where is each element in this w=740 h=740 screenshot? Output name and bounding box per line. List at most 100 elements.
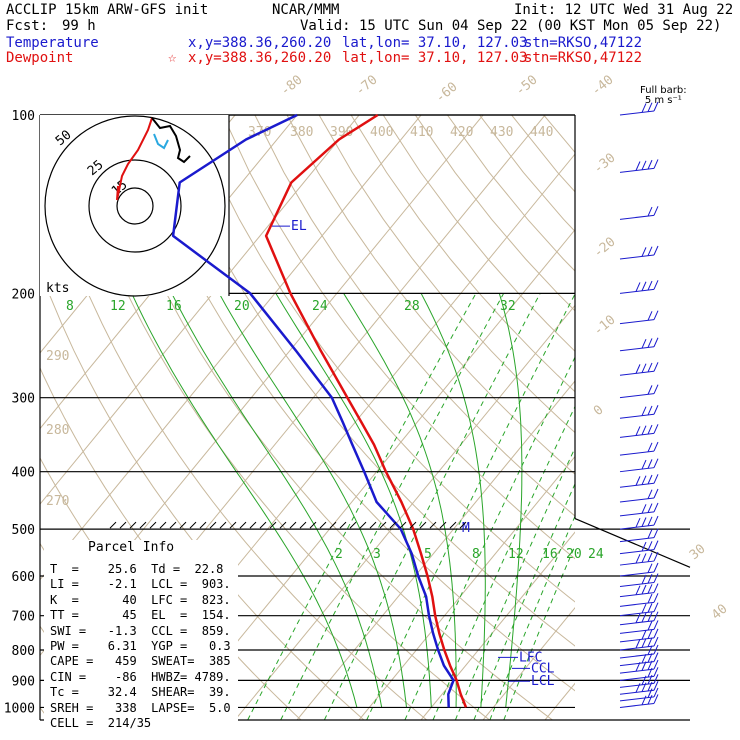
mixing-ratio-label: 24 <box>588 547 604 562</box>
parcel-info-row: TT = 45 EL = 154. <box>50 608 231 623</box>
tropopause-hatch <box>169 521 177 529</box>
wind-barb-feather <box>635 638 641 649</box>
valid-time: Valid: 15 UTC Sun 04 Sep 22 (00 KST Mon … <box>300 18 722 34</box>
init-time: Init: 12 UTC Wed 31 Aug 22 <box>514 2 734 18</box>
tropopause-hatch <box>209 521 217 529</box>
tropopause-hatch <box>219 521 227 529</box>
wind-barb-feather <box>653 694 659 704</box>
parcel-info-row: K = 40 LFC = 823. <box>50 592 231 607</box>
wind-barb-feather <box>647 674 653 685</box>
parcel-info-box <box>44 540 238 726</box>
wind-barb-staff <box>619 511 655 517</box>
wind-barb-feather <box>647 681 653 692</box>
pressure-label: 800 <box>12 644 35 659</box>
wind-barb-feather <box>653 583 659 593</box>
wind-barb-staff <box>619 393 655 399</box>
org-label: NCAR/MMM <box>272 2 340 18</box>
wind-barb-feather <box>647 159 653 170</box>
temperature-tick-label: -70 <box>353 72 381 99</box>
wind-barb-feather <box>653 101 659 112</box>
dew-station: stn=RKSO,47122 <box>524 50 643 66</box>
annotation-label: EL <box>291 219 307 234</box>
wind-barb-feather <box>653 636 659 647</box>
theta-label: 400 <box>370 125 393 140</box>
tropopause-hatch <box>339 521 347 529</box>
temperature-tick-label: -10 <box>591 312 619 339</box>
parcel-info-row: CAPE = 459 SWEAT= 385 <box>50 654 231 669</box>
wind-barb-feather <box>653 474 659 484</box>
isotherm-line <box>358 455 575 720</box>
pressure-label: 600 <box>12 570 35 585</box>
wind-barbs <box>619 101 659 708</box>
wind-barb-feather <box>653 620 659 630</box>
isotherm-line <box>296 380 575 720</box>
wind-barb-staff <box>619 696 655 702</box>
wind-barb-feather <box>647 459 653 469</box>
tropopause-hatch <box>199 521 207 529</box>
wind-barb-feather <box>635 613 641 624</box>
wind-barb-feather <box>653 573 659 583</box>
wind-barb-feather <box>653 562 659 573</box>
wind-barb-feather <box>653 384 659 394</box>
wind-barb-feather <box>647 593 653 604</box>
temperature-tick-label: 30 <box>687 542 709 564</box>
dry-adiabat <box>350 115 575 393</box>
wind-barb-feather <box>653 681 659 691</box>
wind-barb-feather <box>635 585 641 595</box>
tropopause-hatch <box>239 521 247 529</box>
dewpoint-legend: Dewpoint <box>6 50 74 66</box>
wind-barb-feather <box>653 628 659 639</box>
mixing-ratio-label: 5 <box>424 547 432 562</box>
wind-barb-feather <box>641 475 647 485</box>
wind-barb-feather <box>647 552 653 562</box>
theta-label: 430 <box>490 125 513 140</box>
hodograph-background <box>40 115 229 296</box>
wind-barb-feather <box>647 620 653 631</box>
parcel-info-row: CIN = -86 HWBZ= 4789. <box>50 669 231 684</box>
dry-adiabat <box>543 115 575 154</box>
frame-diagonal <box>574 518 691 568</box>
wind-barb-feather <box>653 593 659 603</box>
parcel-info-row: Tc = 32.4 SHEAR= 39. <box>50 685 231 700</box>
wind-barb-feather <box>653 206 659 216</box>
wind-barb-feather <box>653 515 659 526</box>
wind-barb-staff <box>619 628 655 634</box>
temperature-tick-label: -80 <box>278 72 306 99</box>
wind-barb-feather <box>653 667 659 677</box>
dewpoint-profile <box>171 113 455 708</box>
wind-barb-feather <box>641 612 647 623</box>
wind-barb-feather <box>635 683 641 693</box>
dry-adiabat <box>61 115 490 720</box>
wind-barb-feather <box>641 103 647 113</box>
wind-barb-feather <box>641 553 647 563</box>
wind-barb-feather <box>641 459 647 470</box>
mixing-ratio-line <box>323 293 541 720</box>
tropopause-hatch <box>149 521 157 529</box>
wind-barb-feather <box>647 474 653 485</box>
wind-barb-staff <box>619 653 655 659</box>
wind-barb-feather <box>653 644 659 655</box>
dry-adiabat <box>382 115 575 352</box>
wind-barb-feather <box>635 426 641 436</box>
wind-barb-feather <box>641 603 647 614</box>
isotherm-line <box>40 115 422 581</box>
wind-barb-feather <box>653 659 659 670</box>
wind-barb-feather <box>647 688 653 698</box>
mixing-ratio-label: 28 <box>404 299 420 314</box>
dry-adiabat <box>414 115 575 312</box>
dew-marker-icon: ☆ <box>168 50 177 66</box>
mixing-ratio-line <box>247 293 477 720</box>
wind-barb-feather <box>653 674 659 684</box>
mixing-ratio-label: 12 <box>508 547 524 562</box>
dry-adiabat <box>190 115 575 603</box>
theta-label: 410 <box>410 125 433 140</box>
mixing-ratio-label: 20 <box>234 299 250 314</box>
wind-barb-feather <box>635 661 641 672</box>
tropopause-hatch <box>409 521 417 529</box>
wind-barb-feather <box>653 159 659 169</box>
wind-barb-staff <box>619 637 655 643</box>
moist-adiabat <box>498 293 523 708</box>
theta-label: 390 <box>330 125 353 140</box>
